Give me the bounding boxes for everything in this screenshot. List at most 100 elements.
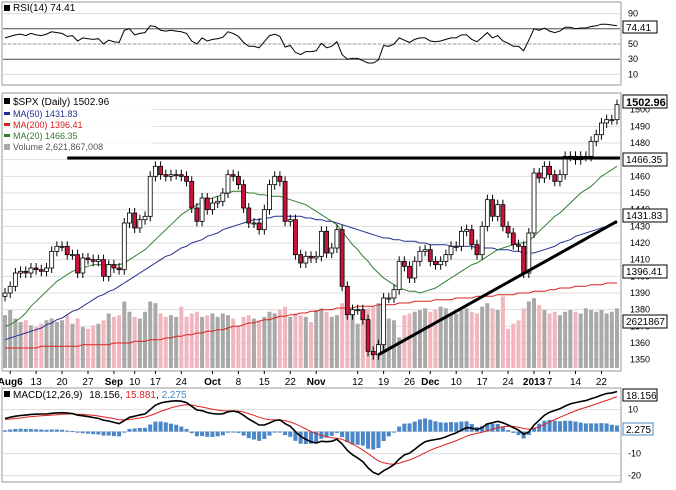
macd-legend-hist: 2.275 [162,390,187,401]
volume-bar [194,311,199,368]
volume-bar [511,323,516,368]
candle-down [282,180,288,222]
candle-up [479,225,485,256]
price-legend-bg [3,95,153,155]
volume-bar [500,296,505,368]
macd-histogram-bar [407,423,412,432]
macd-histogram-bar [329,431,334,436]
macd-histogram-bar [599,423,604,432]
candle-up [604,119,610,124]
candle-up [18,270,23,274]
candle-down [184,175,189,182]
macd-histogram-bar [490,423,495,432]
candle-down [500,204,506,227]
ma20-legend-swatch [4,134,10,137]
volume-bar [589,310,594,368]
volume-bar [464,308,469,368]
close-label-text: 1502.96 [626,97,666,109]
macd-histogram-bar [179,426,184,432]
volume-bar [65,315,70,368]
macd-histogram-bar [547,419,552,432]
volume-bar [412,311,417,368]
volume-bar [111,316,116,368]
price-tick-label: 1450 [630,188,650,198]
macd-histogram-bar [516,431,521,436]
candle-up [599,122,604,136]
candle-down [33,267,39,271]
candle-up [210,202,215,211]
macd-histogram-bar [360,431,365,446]
candle-up [541,165,547,179]
macd-histogram-bar [215,431,220,437]
candle-up [355,309,361,312]
macd-histogram-bar [615,425,619,432]
candle-up [261,209,267,231]
price-tick-label: 1410 [630,255,650,265]
volume-bar [319,308,324,368]
candle-up [386,297,392,300]
rsi-tick-label: 30 [628,54,638,64]
candle-down [246,207,252,224]
x-tick-label: 2013 [523,377,546,388]
rsi-panel: 9070503010 RSI(14) 74.41 74.41 [1,1,658,86]
price-current-labels: 1502.96 1466.35 1431.83 1396.41 2621867 [622,94,668,329]
macd-current-box [622,388,658,402]
volume-bar [283,306,288,368]
volume-bar [210,313,215,368]
candle-up [127,212,132,224]
macd-histogram-bar [80,431,85,434]
ma200-label: 1396.41 [622,264,668,279]
candle-up [562,155,568,176]
volume-bar [334,315,339,368]
candle-up [137,219,143,229]
candle-down [433,260,438,266]
volume-bar [314,310,319,368]
x-tick-label: 27 [82,377,94,388]
rsi-legend-text: RSI(14) 74.41 [13,3,76,14]
price-tick-label: 1480 [630,138,650,148]
volume-bar [417,310,422,368]
volume-bar [407,313,412,368]
macd-histogram-bar [381,431,386,442]
volume-bar [578,313,583,368]
candle-down [293,219,298,256]
x-tick-label: 19 [378,377,390,388]
candle-up [44,267,49,272]
candle-down [469,229,475,246]
macd-legend: MACD(12,26,9) 18.156, 15.881, 2.275 [4,390,187,401]
price-panel: 1500149014801470146014501440143014201410… [1,92,668,372]
candle-up [173,174,179,177]
ma20-label-box [622,152,668,167]
x-axis: Aug6 13 20 27 Sep 10 17 24 Oct 8 15 22 Nov 12 19 26 Dec 1… [0,371,607,388]
macd-histogram-bar [563,420,568,432]
rsi-axis: 9070503010 [628,9,638,80]
macd-histogram-bar [54,429,59,432]
price-tick-label: 1380 [630,305,650,315]
candle-up [28,267,34,274]
macd-histogram-bar [13,428,18,432]
macd-histogram-bar [168,423,173,432]
macd-histogram-bar [391,431,396,433]
candle-up [396,260,402,291]
macd-histogram-bar [552,420,557,432]
volume-bar [23,320,28,368]
macd-legend-sep2: , [156,390,162,401]
volume-bar [231,318,236,368]
macd-histogram-bar [594,423,599,432]
candle-down [324,230,329,254]
price-legend: $SPX (Daily) 1502.96 MA(50) 1431.83 MA(2… [3,95,153,155]
candle-up [495,204,501,217]
x-tick-label: 7 [547,377,553,388]
volume-bar [13,318,18,368]
volume-bar [563,311,568,368]
macd-histogram-bar [158,421,163,432]
candle-up [54,245,60,252]
ma50-line [4,215,618,341]
volume-bar [495,310,500,368]
macd-histogram-bar [267,431,272,436]
candle-down [189,180,195,209]
macd-histogram-bar [355,431,360,445]
rsi-reference-lines [3,28,620,60]
volume-bar [168,315,173,368]
